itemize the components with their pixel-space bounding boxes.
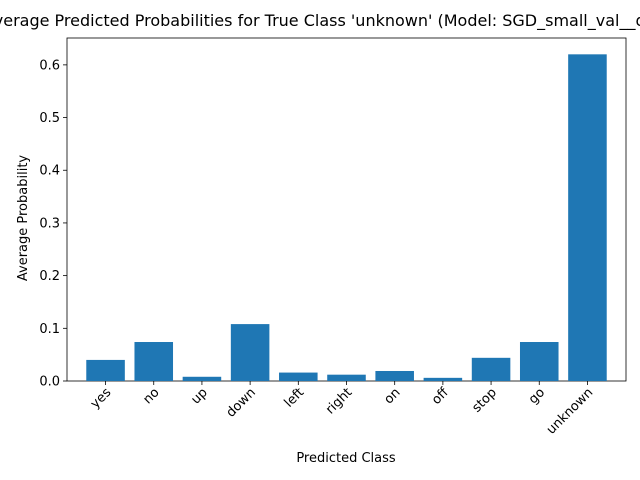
x-tick-label: left <box>282 385 308 411</box>
y-tick-label: 0.6 <box>39 58 60 73</box>
bar-right <box>327 374 366 381</box>
bar-on <box>375 370 414 381</box>
x-tick-label: up <box>188 385 210 407</box>
bar-yes <box>86 359 125 381</box>
plot-frame <box>66 37 627 382</box>
x-axis-label: Predicted Class <box>296 451 396 466</box>
y-axis-ticks: 0.0 0.1 0.2 0.3 0.4 0.5 0.6 <box>39 58 67 390</box>
y-tick-label: 0.5 <box>39 111 60 126</box>
y-tick-label: 0.2 <box>39 269 60 284</box>
bar-off <box>423 377 463 381</box>
x-tick-label: off <box>429 384 452 407</box>
x-tick-label: on <box>381 385 403 407</box>
bar-unknown <box>568 54 607 381</box>
chart-title: Average Predicted Probabilities for True… <box>0 11 640 31</box>
bar-down <box>230 324 270 381</box>
y-tick-label: 0.4 <box>39 164 60 179</box>
bar-go <box>519 342 559 381</box>
bars <box>86 54 607 381</box>
x-tick-label: stop <box>469 385 499 415</box>
x-tick-label: unknown <box>544 385 596 437</box>
y-tick-label: 0.3 <box>39 216 60 231</box>
bar-left <box>279 372 318 381</box>
x-tick-label: no <box>141 385 163 407</box>
plot-area <box>66 37 627 382</box>
x-tick-label: down <box>224 385 259 420</box>
y-axis-label: Average Probability <box>16 155 31 282</box>
y-tick-label: 0.0 <box>39 375 60 390</box>
x-tick-label: go <box>526 385 548 407</box>
x-tick-label: right <box>323 385 355 417</box>
bar-stop <box>471 357 511 381</box>
bar-no <box>134 342 174 381</box>
bar-up <box>182 376 222 381</box>
y-tick-label: 0.1 <box>39 322 60 337</box>
x-tick-label: yes <box>88 385 115 412</box>
